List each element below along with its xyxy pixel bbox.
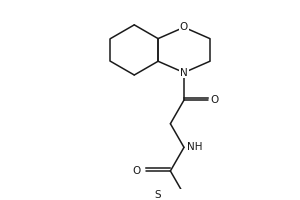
Text: NH: NH (187, 142, 202, 152)
Text: N: N (180, 68, 188, 78)
Text: S: S (155, 190, 161, 200)
Text: O: O (180, 22, 188, 32)
Text: O: O (210, 95, 218, 105)
Text: O: O (132, 166, 140, 176)
